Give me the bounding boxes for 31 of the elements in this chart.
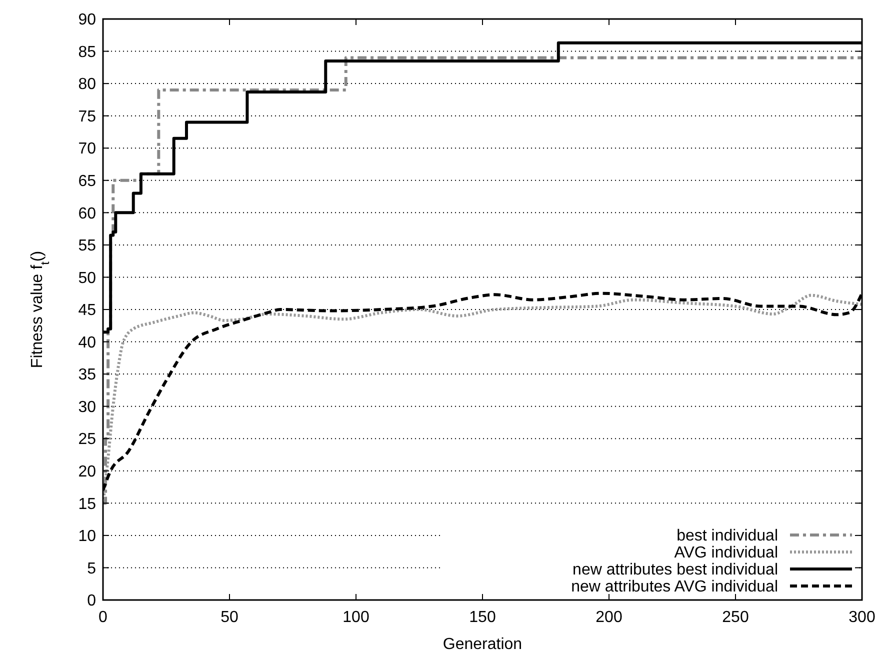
- legend-label: AVG individual: [674, 544, 778, 562]
- y-tick-label: 25: [78, 431, 96, 448]
- x-tick-label: 0: [98, 609, 108, 626]
- x-tick-label: 50: [220, 609, 238, 626]
- x-axis-title: Generation: [442, 636, 522, 653]
- y-tick-label: 70: [78, 140, 96, 158]
- x-tick-label: 150: [469, 609, 496, 626]
- y-tick-label: 55: [78, 238, 96, 255]
- legend-label: best individual: [676, 528, 778, 545]
- y-tick-label: 90: [78, 12, 96, 29]
- x-tick-label: 200: [596, 609, 622, 626]
- y-tick-label: 20: [78, 463, 96, 480]
- y-tick-label: 80: [78, 76, 96, 94]
- y-tick-label: 35: [78, 366, 96, 384]
- y-tick-label: 0: [87, 592, 96, 610]
- y-tick-label: 10: [78, 528, 96, 546]
- legend-label: new attributes best individual: [572, 562, 778, 579]
- y-tick-label: 45: [78, 302, 96, 320]
- y-tick-label: 75: [78, 108, 96, 126]
- y-tick-label: 65: [78, 172, 96, 190]
- y-tick-label: 5: [87, 560, 96, 578]
- y-tick-label: 40: [78, 334, 96, 352]
- x-tick-label: 100: [342, 609, 370, 626]
- y-tick-label: 50: [78, 270, 96, 287]
- x-tick-label: 300: [848, 609, 876, 626]
- y-tick-label: 15: [78, 496, 96, 513]
- x-tick-label: 250: [722, 609, 749, 626]
- y-tick-label: 30: [78, 398, 96, 416]
- legend-label: new attributes AVG individual: [571, 578, 778, 596]
- y-tick-label: 85: [78, 44, 96, 61]
- y-tick-label: 60: [78, 205, 96, 222]
